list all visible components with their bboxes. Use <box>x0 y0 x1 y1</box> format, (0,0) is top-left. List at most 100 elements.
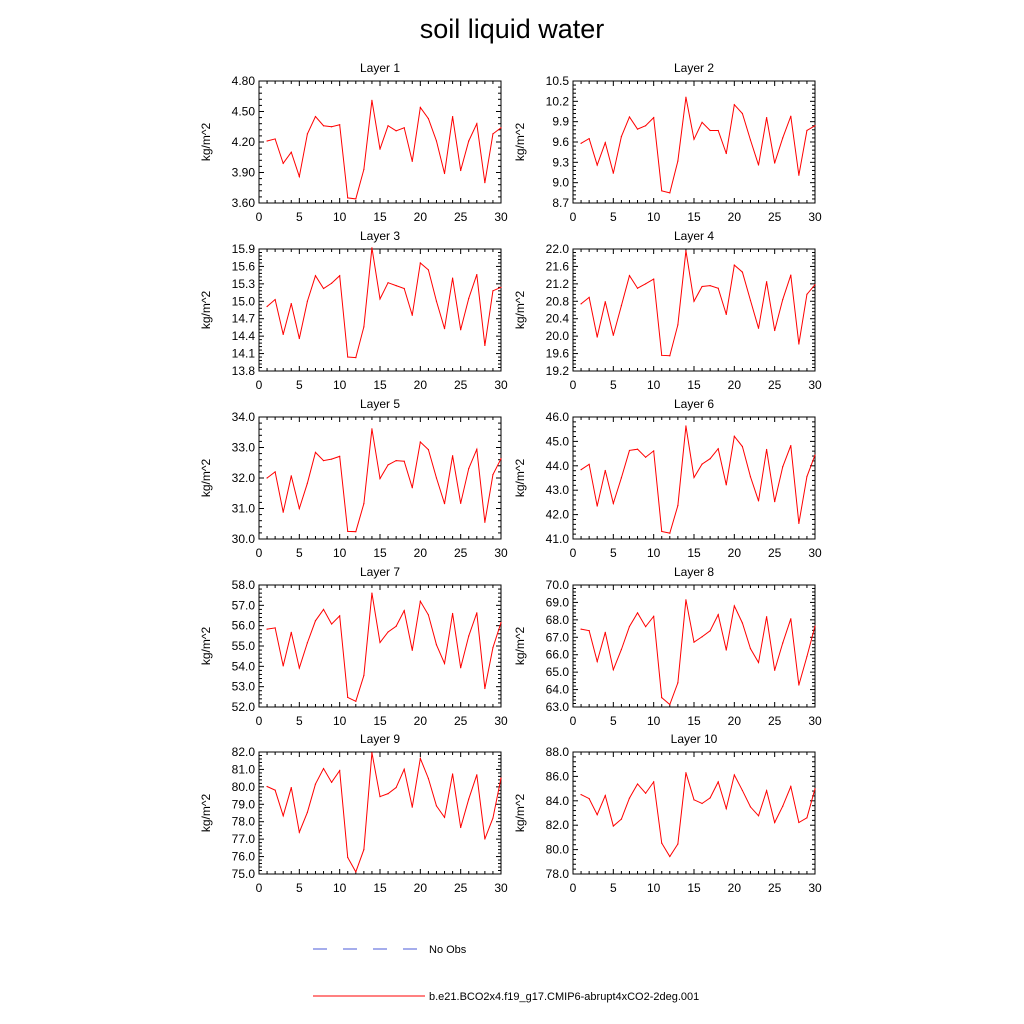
x-tick-label: 25 <box>454 714 468 728</box>
data-point <box>757 661 760 664</box>
x-tick-label: 30 <box>494 546 508 560</box>
x-tick-label: 30 <box>808 714 822 728</box>
data-point <box>282 665 284 667</box>
data-point <box>363 849 365 851</box>
y-tick-label: 66.0 <box>546 648 570 662</box>
data-point <box>693 138 695 140</box>
data-point <box>693 300 695 302</box>
x-tick-label: 30 <box>808 546 822 560</box>
data-point <box>452 115 454 118</box>
data-point <box>443 503 446 505</box>
y-tick-label: 9.3 <box>552 155 569 169</box>
y-tick-label: 77.0 <box>232 832 256 846</box>
y-tick-label: 4.80 <box>232 74 256 88</box>
panel-layer-6: Layer 6 kg/m^2 0 5 10 15 20 25 30 41.0 42.0 43.0 44.… <box>513 397 822 560</box>
data-point <box>347 197 349 199</box>
x-tick-label: 25 <box>454 210 468 224</box>
data-point <box>580 303 582 305</box>
data-point <box>476 612 478 614</box>
data-point <box>620 135 623 138</box>
y-tick-label: 63.0 <box>546 700 570 714</box>
data-point <box>741 445 744 448</box>
x-tick-label: 0 <box>570 714 577 728</box>
plot-frame <box>572 248 816 372</box>
data-point <box>588 798 590 800</box>
data-point <box>757 500 760 502</box>
data-point <box>452 773 454 775</box>
data-point <box>452 277 454 279</box>
panel-layer-1: Layer 1 kg/m^2 0 5 10 15 20 25 30 3.60 3.90 4.20 4.5… <box>199 61 508 224</box>
data-point <box>339 770 341 772</box>
data-point <box>266 628 268 630</box>
data-point <box>500 458 502 460</box>
data-point <box>355 357 357 359</box>
data-point <box>677 324 679 326</box>
data-point <box>331 282 333 284</box>
data-point <box>766 790 768 792</box>
data-point <box>387 464 389 466</box>
data-point <box>363 326 365 328</box>
x-tick-label: 15 <box>687 378 701 392</box>
data-point <box>347 356 349 358</box>
data-point <box>403 610 405 612</box>
x-tick-label: 25 <box>454 881 468 895</box>
data-point <box>282 333 284 335</box>
data-point <box>806 817 808 819</box>
data-point <box>427 449 429 451</box>
data-point <box>468 635 470 637</box>
data-point <box>419 106 421 109</box>
data-point <box>693 476 695 479</box>
data-point <box>387 282 389 284</box>
data-point <box>403 460 405 462</box>
data-point <box>798 522 800 524</box>
x-tick-label: 20 <box>728 378 742 392</box>
y-tick-label: 33.0 <box>232 441 256 455</box>
y-tick-label: 9.6 <box>552 135 569 149</box>
data-point <box>363 503 365 505</box>
x-tick-label: 5 <box>296 210 303 224</box>
data-point <box>604 469 606 472</box>
data-point <box>419 262 421 264</box>
x-tick-label: 20 <box>728 546 742 560</box>
data-point <box>274 138 276 140</box>
y-axis-label: kg/m^2 <box>199 123 213 162</box>
panel-title: Layer 2 <box>674 61 714 75</box>
data-point <box>612 825 614 827</box>
plot-frame <box>572 80 816 204</box>
data-point <box>290 786 292 789</box>
data-point <box>717 614 719 616</box>
data-point <box>435 140 438 142</box>
data-point <box>596 164 598 166</box>
data-point <box>379 796 381 798</box>
x-tick-label: 0 <box>256 210 263 224</box>
data-point <box>290 631 292 633</box>
panel-title: Layer 7 <box>360 565 400 579</box>
data-point <box>685 96 687 98</box>
data-point <box>774 669 776 671</box>
data-point <box>693 641 695 643</box>
x-tick-label: 15 <box>687 714 701 728</box>
data-point <box>371 247 373 249</box>
plot-frame <box>572 751 816 875</box>
y-tick-label: 15.6 <box>232 259 256 273</box>
data-point <box>347 696 349 699</box>
x-tick-label: 30 <box>808 210 822 224</box>
x-tick-label: 20 <box>414 210 428 224</box>
data-point <box>492 817 494 819</box>
data-point <box>661 354 663 356</box>
y-tick-label: 67.0 <box>546 630 570 644</box>
data-point <box>314 115 317 118</box>
data-point <box>347 530 349 532</box>
x-tick-label: 25 <box>454 546 468 560</box>
data-point <box>733 104 735 106</box>
x-tick-label: 25 <box>454 378 468 392</box>
panel-title: Layer 6 <box>674 397 714 411</box>
legend: No Obs b.e21.BCO2x4.f19_g17.CMIP6-abrupt… <box>313 944 699 1003</box>
y-tick-label: 57.0 <box>232 598 256 612</box>
data-point <box>677 843 679 845</box>
data-point <box>669 703 671 706</box>
data-point <box>645 125 647 127</box>
data-point <box>612 334 614 336</box>
data-point <box>645 283 647 285</box>
data-point <box>782 805 784 807</box>
